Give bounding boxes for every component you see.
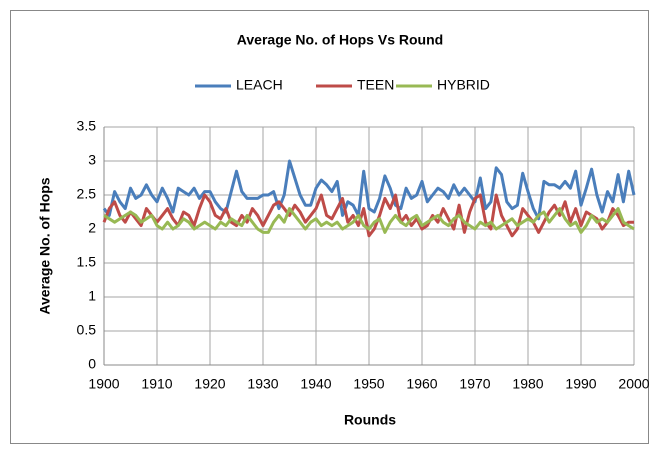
- x-tick-label: 1960: [406, 376, 437, 392]
- series-line: [102, 159, 636, 221]
- x-axis-label: Rounds: [344, 412, 396, 428]
- y-tick-label: 0.5: [77, 322, 97, 338]
- legend-label: LEACH: [236, 77, 283, 93]
- chart-title: Average No. of Hops Vs Round: [237, 32, 443, 48]
- legend-label: TEEN: [357, 77, 394, 93]
- series-line: [102, 193, 634, 238]
- x-tick-label: 1950: [353, 376, 384, 392]
- y-tick-label: 1.5: [77, 254, 97, 270]
- legend-label: HYBRID: [437, 77, 490, 93]
- y-tick-label: 2.5: [77, 186, 97, 202]
- x-tick-label: 1990: [565, 376, 596, 392]
- x-tick-label: 1940: [300, 376, 331, 392]
- y-tick-label: 3: [88, 152, 96, 168]
- x-tick-label: 2000: [618, 376, 649, 392]
- x-tick-label: 1930: [247, 376, 278, 392]
- series-line: [103, 207, 635, 234]
- x-tick-label: 1900: [88, 376, 119, 392]
- y-tick-label: 0: [88, 356, 96, 372]
- y-tick-label: 3.5: [77, 118, 97, 134]
- x-tick-label: 1970: [459, 376, 490, 392]
- y-axis-label: Average No. of Hops: [37, 177, 53, 314]
- y-tick-label: 1: [88, 288, 96, 304]
- x-tick-label: 1980: [512, 376, 543, 392]
- x-tick-label: 1910: [141, 376, 172, 392]
- y-tick-label: 2: [88, 220, 96, 236]
- x-tick-label: 1920: [194, 376, 225, 392]
